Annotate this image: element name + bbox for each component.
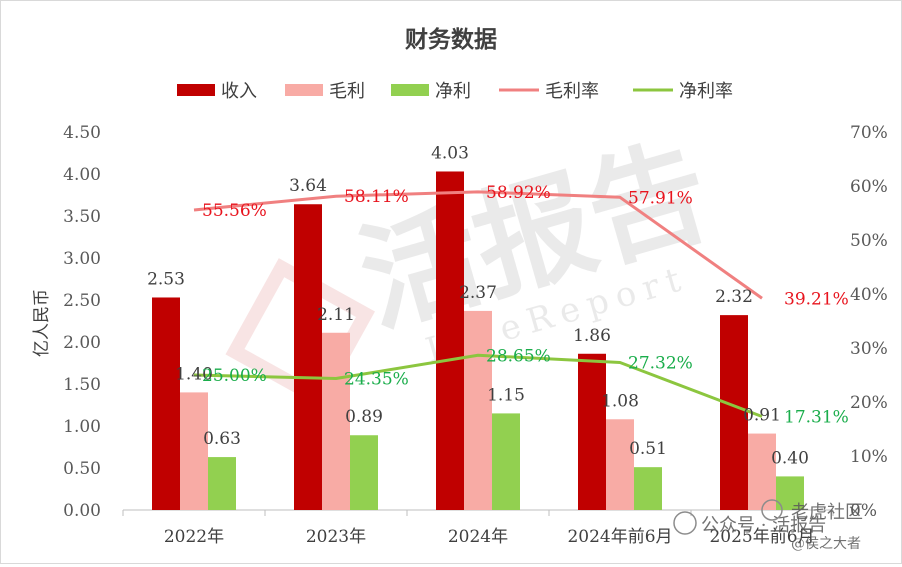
y-tick-label: 3.50: [63, 207, 101, 227]
y2-axis: 0% 10% 20% 30% 40% 50% 60% 70%: [850, 123, 888, 521]
bar-收入-3: [578, 353, 606, 510]
bar-毛利-4: [748, 433, 776, 510]
legend: 收入 毛利 净利 毛利率 净利率: [177, 81, 733, 102]
source-watermark: 老虎社区: [791, 502, 863, 523]
bar-净利-1: [350, 435, 378, 510]
bar-毛利-0: [180, 392, 208, 510]
x-tick-label: 2025年前6月: [709, 527, 814, 547]
y2-tick-label: 10%: [850, 447, 888, 467]
y-tick-label: 1.50: [63, 375, 101, 395]
bar-净利-3: [634, 467, 662, 510]
y2-tick-label: 30%: [850, 339, 888, 359]
author-watermark: @侯之大者: [791, 536, 861, 552]
x-tick-label: 2022年: [164, 527, 224, 547]
y2-tick-label: 20%: [850, 393, 888, 413]
x-tick-label: 2023年: [306, 527, 366, 547]
bar-label-净利-0: 0.63: [203, 429, 241, 449]
y-tick-label: 3.00: [63, 249, 101, 269]
wechat-watermark: 公众号 · 活报告: [701, 515, 826, 536]
y-tick-label: 2.00: [63, 333, 101, 353]
y-tick-label: 0.00: [63, 501, 101, 521]
line-label-净利率-2: 28.65%: [486, 346, 551, 366]
legend-label-3: 毛利率: [545, 81, 599, 102]
y2-tick-label: 0%: [850, 501, 877, 521]
chart-title: 财务数据: [405, 26, 497, 53]
bar-label-毛利-1: 2.11: [317, 305, 355, 325]
bar-收入-1: [294, 204, 322, 511]
bar-label-收入-1: 3.64: [289, 176, 327, 196]
bar-收入-2: [436, 171, 464, 511]
line-label-毛利率-0: 55.56%: [202, 201, 267, 221]
line-label-毛利率-2: 58.92%: [486, 183, 551, 203]
y2-tick-label: 40%: [850, 285, 888, 305]
y-tick-label: 2.50: [63, 291, 101, 311]
data-labels: 2.53 3.64 4.03 1.86 2.32 1.40 2.11 2.37 1.08 0.91…: [147, 143, 849, 468]
line-label-毛利率-3: 57.91%: [628, 188, 693, 208]
bar-label-净利-1: 0.89: [345, 407, 383, 427]
line-label-净利率-0: 25.00%: [202, 366, 267, 386]
bar-净利-2: [492, 413, 520, 510]
y-axis: 0.00 0.50 1.00 1.50 2.00 2.50 3.00 3.50 4.00 4.50: [63, 123, 101, 521]
legend-label-4: 净利率: [679, 81, 733, 102]
y2-tick-label: 50%: [850, 231, 888, 251]
x-axis: 2022年 2023年 2024年 2024年前6月 2025年前6月: [122, 509, 834, 547]
y2-tick-label: 60%: [850, 177, 888, 197]
bar-毛利-3: [606, 419, 634, 510]
y2-tick-label: 70%: [850, 123, 888, 143]
y-tick-label: 0.50: [63, 459, 101, 479]
line-label-毛利率-4: 39.21%: [784, 289, 849, 309]
line-毛利率: [193, 190, 763, 300]
bar-label-毛利-0: 1.40: [175, 364, 213, 384]
lines: [193, 190, 763, 418]
bar-label-收入-3: 1.86: [573, 326, 611, 346]
y-tick-label: 4.50: [63, 123, 101, 143]
bars: [152, 171, 804, 511]
y-tick-label: 1.00: [63, 417, 101, 437]
bar-label-收入-4: 2.32: [715, 287, 753, 307]
line-净利率: [193, 353, 763, 418]
line-label-净利率-1: 24.35%: [344, 370, 409, 390]
bar-label-净利-4: 0.40: [771, 448, 809, 468]
bar-毛利-2: [464, 310, 492, 510]
tiger-community-icon: [761, 499, 783, 521]
bar-label-毛利-2: 2.37: [459, 283, 497, 303]
line-label-毛利率-1: 58.11%: [344, 187, 409, 207]
bar-label-净利-3: 0.51: [629, 439, 667, 459]
legend-label-2: 净利: [435, 81, 471, 102]
legend-swatch-1: [285, 84, 323, 96]
x-tick-label: 2024年: [448, 527, 508, 547]
bar-收入-0: [152, 297, 180, 510]
bar-label-净利-2: 1.15: [487, 385, 525, 405]
bar-label-毛利-4: 0.91: [743, 406, 781, 426]
bar-收入-4: [720, 315, 748, 510]
bar-label-毛利-3: 1.08: [601, 391, 639, 411]
legend-label-1: 毛利: [329, 81, 365, 102]
bar-净利-0: [208, 457, 236, 510]
line-label-净利率-3: 27.32%: [628, 353, 693, 373]
bar-毛利-1: [322, 332, 350, 510]
y-tick-label: 4.00: [63, 165, 101, 185]
y-axis-label: 亿人民币: [32, 289, 52, 357]
wechat-icon: [673, 511, 697, 535]
x-tick-label: 2024年前6月: [567, 527, 672, 547]
legend-swatch-2: [391, 84, 429, 96]
bar-label-收入-2: 4.03: [431, 143, 469, 163]
legend-swatch-0: [177, 84, 215, 96]
legend-label-0: 收入: [221, 81, 257, 102]
bar-label-收入-0: 2.53: [147, 269, 185, 289]
line-label-净利率-4: 17.31%: [784, 408, 849, 428]
